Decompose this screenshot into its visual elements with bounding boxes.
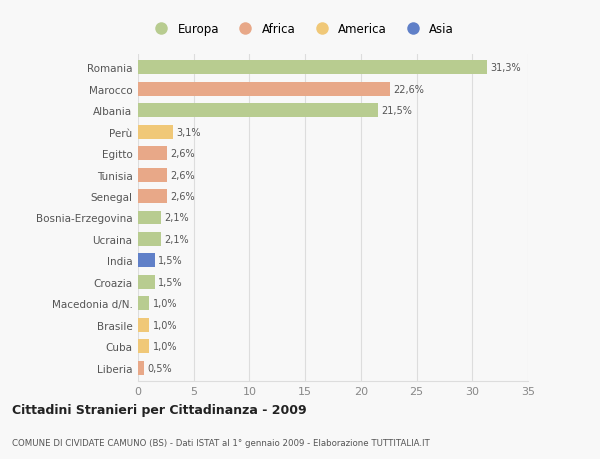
Bar xyxy=(138,61,487,75)
Text: 2,6%: 2,6% xyxy=(170,149,195,159)
Text: 2,1%: 2,1% xyxy=(165,235,190,245)
Text: 2,6%: 2,6% xyxy=(170,170,195,180)
Text: 1,5%: 1,5% xyxy=(158,256,182,266)
Text: COMUNE DI CIVIDATE CAMUNO (BS) - Dati ISTAT al 1° gennaio 2009 - Elaborazione TU: COMUNE DI CIVIDATE CAMUNO (BS) - Dati IS… xyxy=(12,438,430,447)
Bar xyxy=(138,275,155,289)
Text: 1,0%: 1,0% xyxy=(152,341,177,352)
Bar xyxy=(138,254,155,268)
Text: 1,5%: 1,5% xyxy=(158,277,182,287)
Bar xyxy=(138,318,149,332)
Text: 1,0%: 1,0% xyxy=(152,299,177,309)
Bar xyxy=(138,233,161,246)
Legend: Europa, Africa, America, Asia: Europa, Africa, America, Asia xyxy=(145,19,459,41)
Text: 2,1%: 2,1% xyxy=(165,213,190,223)
Bar xyxy=(138,83,390,96)
Bar xyxy=(138,190,167,203)
Text: 3,1%: 3,1% xyxy=(176,127,200,137)
Text: 2,6%: 2,6% xyxy=(170,191,195,202)
Bar xyxy=(138,297,149,311)
Bar xyxy=(138,104,377,118)
Bar xyxy=(138,125,173,139)
Text: 21,5%: 21,5% xyxy=(381,106,412,116)
Bar xyxy=(138,211,161,225)
Text: 22,6%: 22,6% xyxy=(393,84,424,95)
Bar xyxy=(138,147,167,161)
Bar xyxy=(138,361,143,375)
Bar xyxy=(138,340,149,353)
Text: 31,3%: 31,3% xyxy=(490,63,521,73)
Text: 1,0%: 1,0% xyxy=(152,320,177,330)
Text: 0,5%: 0,5% xyxy=(147,363,172,373)
Text: Cittadini Stranieri per Cittadinanza - 2009: Cittadini Stranieri per Cittadinanza - 2… xyxy=(12,403,307,416)
Bar xyxy=(138,168,167,182)
